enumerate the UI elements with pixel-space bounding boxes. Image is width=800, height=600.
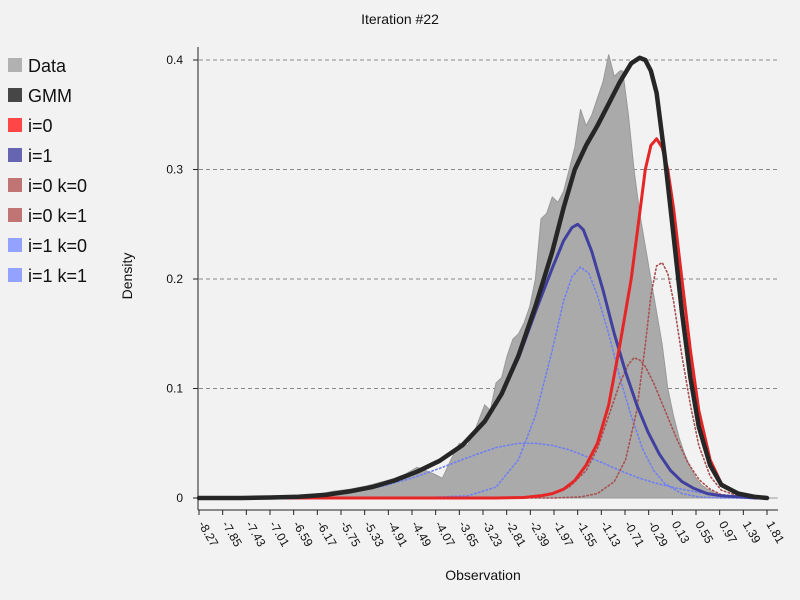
chart-title: Iteration #22 — [361, 11, 439, 27]
legend-label: i=1 — [28, 146, 53, 166]
y-tick-label: 0 — [176, 491, 183, 505]
legend-label: i=0 k=0 — [28, 176, 87, 196]
series-line-i-0-k-1 — [198, 261, 768, 499]
legend-swatch — [8, 148, 22, 162]
grid-lines — [199, 59, 778, 389]
legend-label: i=1 k=0 — [28, 236, 87, 256]
series-line-i-0-k-0 — [198, 357, 768, 499]
legend-swatch — [8, 238, 22, 252]
legend-label: i=0 — [28, 116, 53, 136]
series-line-i-1-k-0 — [198, 266, 768, 499]
legend-swatch — [8, 178, 22, 192]
series-line-i-0 — [197, 137, 769, 500]
legend-swatch — [8, 118, 22, 132]
series-line-gmm — [196, 55, 770, 501]
y-axis-ticks: 0 0.1 0.2 0.3 0.4 — [166, 53, 198, 505]
series-lines — [196, 55, 770, 501]
y-tick-label: 0.1 — [166, 382, 183, 396]
legend-swatch — [8, 58, 22, 72]
y-tick-label: 0.4 — [166, 53, 183, 67]
legend-label: Data — [28, 56, 67, 76]
legend: Data GMM i=0 i=1 i=0 k=0 i=0 k=1 i=1 k=0 i=1 k=… — [8, 56, 87, 286]
y-tick-label: 0.3 — [166, 163, 183, 177]
legend-label: i=0 k=1 — [28, 206, 87, 226]
legend-label: GMM — [28, 86, 72, 106]
y-tick-label: 0.2 — [166, 272, 183, 286]
legend-swatch — [8, 88, 22, 102]
y-axis-label: Density — [119, 253, 135, 300]
x-axis-label: Observation — [445, 567, 520, 583]
legend-swatch — [8, 208, 22, 222]
legend-label: i=1 k=1 — [28, 266, 87, 286]
legend-swatch — [8, 268, 22, 282]
